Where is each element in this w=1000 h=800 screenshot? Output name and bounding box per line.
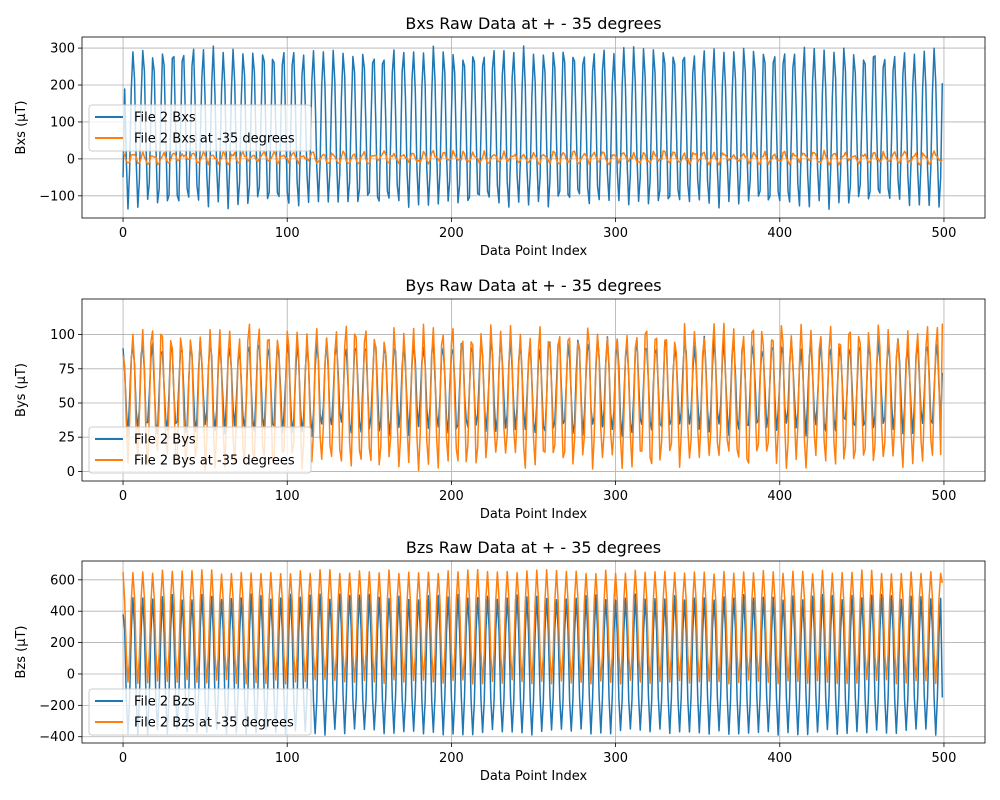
legend-box: [88, 688, 312, 736]
x-tick-label: 300: [603, 751, 628, 766]
legend-box: [88, 104, 312, 152]
x-tick-label: 400: [767, 751, 792, 766]
x-tick-label: 0: [119, 489, 127, 504]
y-tick-label: 100: [50, 115, 75, 130]
chart-title: Bxs Raw Data at + - 35 degrees: [405, 14, 661, 33]
y-tick-label: −200: [39, 699, 75, 714]
y-tick-label: 100: [50, 328, 75, 343]
series-line-2: [122, 322, 944, 472]
y-tick-label: 25: [58, 431, 75, 446]
chart-title: Bzs Raw Data at + - 35 degrees: [406, 538, 661, 557]
legend-entry: File 2 Bys at -35 degrees: [134, 454, 295, 469]
legend-entry: File 2 Bxs at -35 degrees: [134, 132, 295, 147]
x-tick-label: 100: [275, 751, 300, 766]
legend-box: [88, 426, 312, 474]
y-tick-label: 200: [50, 79, 75, 94]
x-axis-label: Data Point Index: [480, 507, 588, 522]
plot-frame: [81, 298, 986, 482]
series-line-1: [122, 45, 944, 210]
y-tick-label: 75: [58, 362, 75, 377]
y-axis-label: Bxs (µT): [14, 101, 29, 155]
x-tick-label: 500: [932, 226, 957, 241]
x-axis-label: Data Point Index: [480, 769, 588, 784]
x-tick-label: 500: [932, 751, 957, 766]
y-tick-label: 0: [67, 465, 75, 480]
x-tick-label: 200: [439, 489, 464, 504]
x-tick-label: 200: [439, 226, 464, 241]
x-tick-label: 0: [119, 751, 127, 766]
y-tick-label: 300: [50, 42, 75, 57]
legend-entry: File 2 Bys: [134, 433, 196, 448]
y-tick-label: 0: [67, 152, 75, 167]
x-tick-label: 400: [767, 226, 792, 241]
legend: File 2 Bxs File 2 Bxs at -35 degrees: [88, 104, 312, 152]
series-line-1: [122, 593, 944, 736]
legend-entry: File 2 Bzs: [134, 695, 195, 710]
subplot-2: 0 100 200 300 400 500 0 25 50 75 100 Bys Raw Data a…: [14, 276, 986, 522]
y-tick-label: 600: [50, 573, 75, 588]
subplot-1: 0 100 200 300 400 500 −100 0 100 200 300 Bxs Raw Da…: [14, 14, 986, 259]
y-axis-label: Bys (µT): [14, 363, 29, 417]
x-tick-label: 200: [439, 751, 464, 766]
y-tick-label: 0: [67, 667, 75, 682]
x-tick-label: 400: [767, 489, 792, 504]
x-axis-label: Data Point Index: [480, 244, 588, 259]
legend: File 2 Bys File 2 Bys at -35 degrees: [88, 426, 312, 474]
x-tick-label: 500: [932, 489, 957, 504]
x-tick-label: 100: [275, 489, 300, 504]
plot-frame: [81, 36, 986, 219]
x-tick-label: 0: [119, 226, 127, 241]
chart-title: Bys Raw Data at + - 35 degrees: [405, 276, 661, 295]
x-tick-label: 300: [603, 489, 628, 504]
legend-entry: File 2 Bxs: [134, 111, 196, 126]
y-tick-label: −400: [39, 730, 75, 745]
legend-entry: File 2 Bzs at -35 degrees: [134, 716, 294, 731]
plot-frame: [81, 560, 986, 744]
y-axis-label: Bzs (µT): [14, 625, 29, 678]
series-line-2: [122, 149, 943, 166]
y-tick-label: −100: [39, 189, 75, 204]
y-tick-label: 200: [50, 636, 75, 651]
series-line-2: [122, 568, 944, 685]
legend: File 2 Bzs File 2 Bzs at -35 degrees: [88, 688, 312, 736]
y-tick-label: 50: [58, 397, 75, 412]
y-tick-label: 400: [50, 605, 75, 620]
x-tick-label: 100: [275, 226, 300, 241]
x-tick-label: 300: [603, 226, 628, 241]
subplot-3: 0 100 200 300 400 500 −400 −200 0 200 400 600 Bzs Ra…: [14, 538, 986, 784]
